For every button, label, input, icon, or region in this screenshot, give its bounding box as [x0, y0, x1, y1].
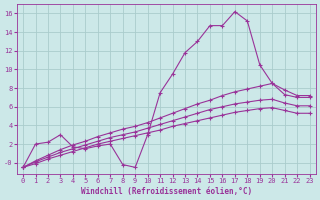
X-axis label: Windchill (Refroidissement éolien,°C): Windchill (Refroidissement éolien,°C)	[81, 187, 252, 196]
